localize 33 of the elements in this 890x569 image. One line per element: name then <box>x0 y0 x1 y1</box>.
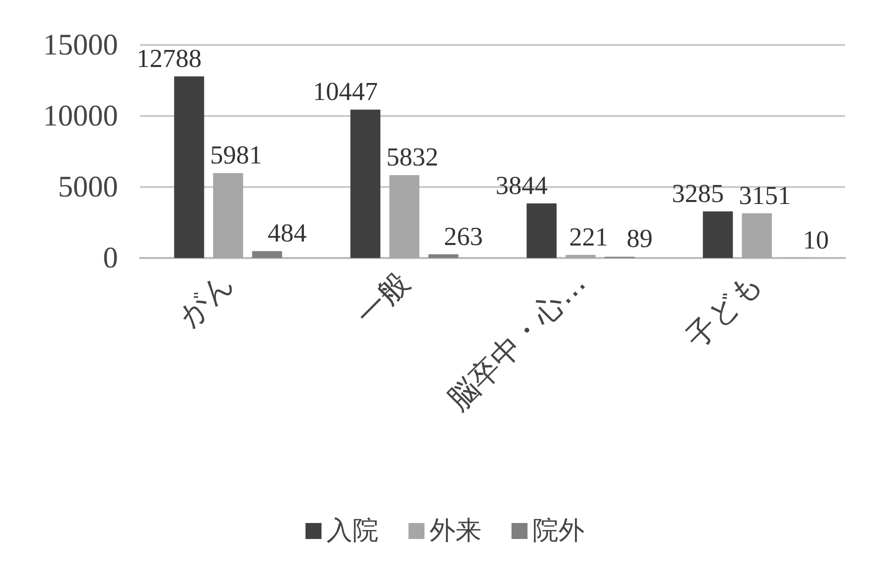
data-label: 484 <box>268 218 307 248</box>
bar <box>389 175 420 258</box>
bar <box>566 254 596 258</box>
bar <box>428 254 458 258</box>
data-label: 5981 <box>210 140 262 170</box>
data-label: 263 <box>444 222 483 251</box>
legend-label: 外来 <box>430 516 482 546</box>
bar <box>174 76 204 258</box>
data-label: 10447 <box>312 77 378 106</box>
bar <box>742 213 772 258</box>
bar <box>526 203 557 258</box>
bar <box>213 173 244 258</box>
x-tick-label: がん <box>172 266 240 334</box>
data-label: 3151 <box>738 180 791 210</box>
y-tick-label: 10000 <box>43 100 118 132</box>
legend-label: 院外 <box>532 516 584 546</box>
bar <box>702 211 733 258</box>
y-tick-label: 0 <box>103 242 118 274</box>
legend-label: 入院 <box>326 516 378 546</box>
bar <box>350 110 380 258</box>
data-label: 221 <box>569 222 608 252</box>
bar <box>252 251 282 258</box>
x-tick-label: 一般 <box>350 266 417 333</box>
data-label: 3285 <box>672 178 724 208</box>
x-tick-label: 脳卒中・心… <box>440 266 593 418</box>
x-tick-label: 子ども <box>679 266 770 356</box>
data-label: 89 <box>626 224 653 254</box>
y-tick-label: 5000 <box>58 170 118 204</box>
data-label: 3844 <box>496 170 548 200</box>
data-label: 12788 <box>136 44 202 73</box>
data-label: 10 <box>802 225 829 254</box>
data-label: 5832 <box>386 142 438 172</box>
y-tick-label: 15000 <box>43 28 118 62</box>
